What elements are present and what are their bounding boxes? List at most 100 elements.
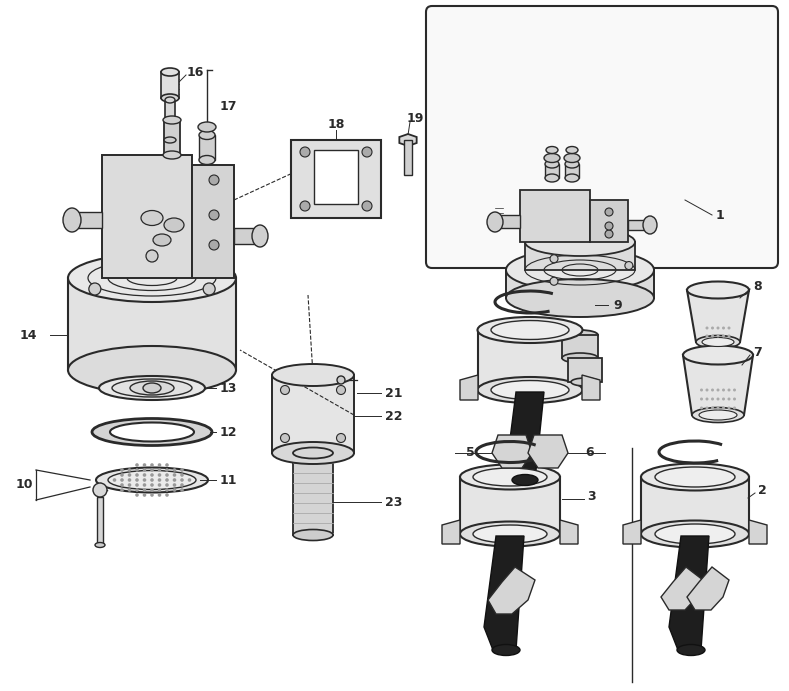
Ellipse shape [293,448,333,459]
Ellipse shape [562,353,598,363]
Ellipse shape [655,524,735,544]
Circle shape [143,478,146,482]
Ellipse shape [677,645,705,656]
Ellipse shape [525,228,635,256]
Circle shape [150,489,154,492]
Circle shape [550,255,558,263]
Polygon shape [590,200,628,242]
Polygon shape [687,567,729,610]
Circle shape [711,397,714,401]
Polygon shape [199,135,215,160]
Ellipse shape [272,442,354,464]
Ellipse shape [99,376,205,400]
Circle shape [165,463,169,467]
Circle shape [120,478,124,482]
Polygon shape [669,536,709,650]
Circle shape [550,277,558,285]
Ellipse shape [272,364,354,386]
Ellipse shape [699,410,737,420]
Ellipse shape [545,160,559,168]
Circle shape [128,483,131,486]
Polygon shape [102,155,192,278]
FancyBboxPatch shape [426,6,778,268]
Polygon shape [565,164,579,178]
Circle shape [733,388,736,392]
Text: 2: 2 [757,484,766,497]
Circle shape [120,473,124,477]
Circle shape [711,334,714,337]
Circle shape [209,240,219,250]
Circle shape [300,201,310,211]
Ellipse shape [477,317,582,343]
Ellipse shape [564,153,580,162]
Polygon shape [460,477,560,534]
Ellipse shape [696,336,740,348]
Polygon shape [488,567,535,614]
Ellipse shape [63,208,81,232]
Circle shape [605,230,613,238]
Ellipse shape [110,422,194,442]
Circle shape [209,175,219,185]
Text: 11: 11 [219,473,237,486]
Circle shape [128,489,131,492]
Circle shape [173,473,176,477]
Polygon shape [683,355,753,415]
Ellipse shape [199,155,215,164]
Circle shape [143,473,146,477]
Polygon shape [97,497,103,545]
Circle shape [722,388,725,392]
Polygon shape [628,220,650,230]
Circle shape [711,327,714,330]
Ellipse shape [164,137,176,143]
Circle shape [150,473,154,477]
Polygon shape [314,150,358,204]
Circle shape [727,406,731,410]
Circle shape [605,208,613,216]
Ellipse shape [562,330,598,340]
Ellipse shape [165,97,175,103]
Ellipse shape [544,153,560,162]
Circle shape [135,463,139,467]
Ellipse shape [546,146,558,153]
Circle shape [711,406,714,410]
Circle shape [146,250,158,262]
Circle shape [158,468,161,472]
Text: 17: 17 [219,100,237,113]
Ellipse shape [68,346,236,394]
Circle shape [716,406,720,410]
Ellipse shape [683,346,753,364]
Polygon shape [508,392,544,480]
Ellipse shape [96,468,208,493]
Polygon shape [272,375,354,453]
Ellipse shape [153,234,171,246]
Circle shape [733,397,736,401]
Polygon shape [560,520,578,544]
Text: 12: 12 [219,426,237,439]
Polygon shape [495,215,520,228]
Polygon shape [404,140,412,175]
Ellipse shape [68,254,236,302]
Circle shape [173,483,176,486]
Circle shape [180,468,184,472]
Polygon shape [525,242,635,270]
Ellipse shape [491,321,569,339]
Polygon shape [582,375,600,400]
Ellipse shape [487,212,503,232]
Circle shape [716,388,720,392]
Polygon shape [460,375,478,400]
Circle shape [135,473,139,477]
Polygon shape [749,520,767,544]
Text: 21: 21 [385,386,402,399]
Ellipse shape [643,216,657,234]
Circle shape [150,493,154,497]
Circle shape [605,222,613,230]
Ellipse shape [565,174,579,182]
Circle shape [143,489,146,492]
Ellipse shape [506,279,654,317]
Circle shape [727,327,731,330]
Text: 22: 22 [385,410,402,422]
Polygon shape [164,120,180,155]
Circle shape [203,283,215,295]
Circle shape [180,483,184,486]
Ellipse shape [692,408,744,422]
